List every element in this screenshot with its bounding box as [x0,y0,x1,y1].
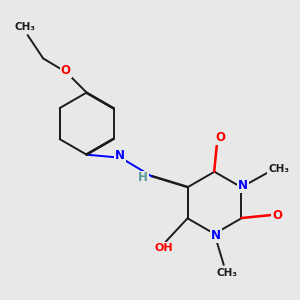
Text: N: N [115,149,125,162]
Text: CH₃: CH₃ [216,268,237,278]
Text: N: N [238,179,248,192]
Text: H: H [138,171,148,184]
Text: CH₃: CH₃ [268,164,289,174]
Text: OH: OH [155,243,174,253]
Text: O: O [272,209,282,222]
Text: N: N [211,229,221,242]
Text: CH₃: CH₃ [14,22,35,32]
Text: O: O [61,64,71,77]
Text: O: O [215,131,225,144]
